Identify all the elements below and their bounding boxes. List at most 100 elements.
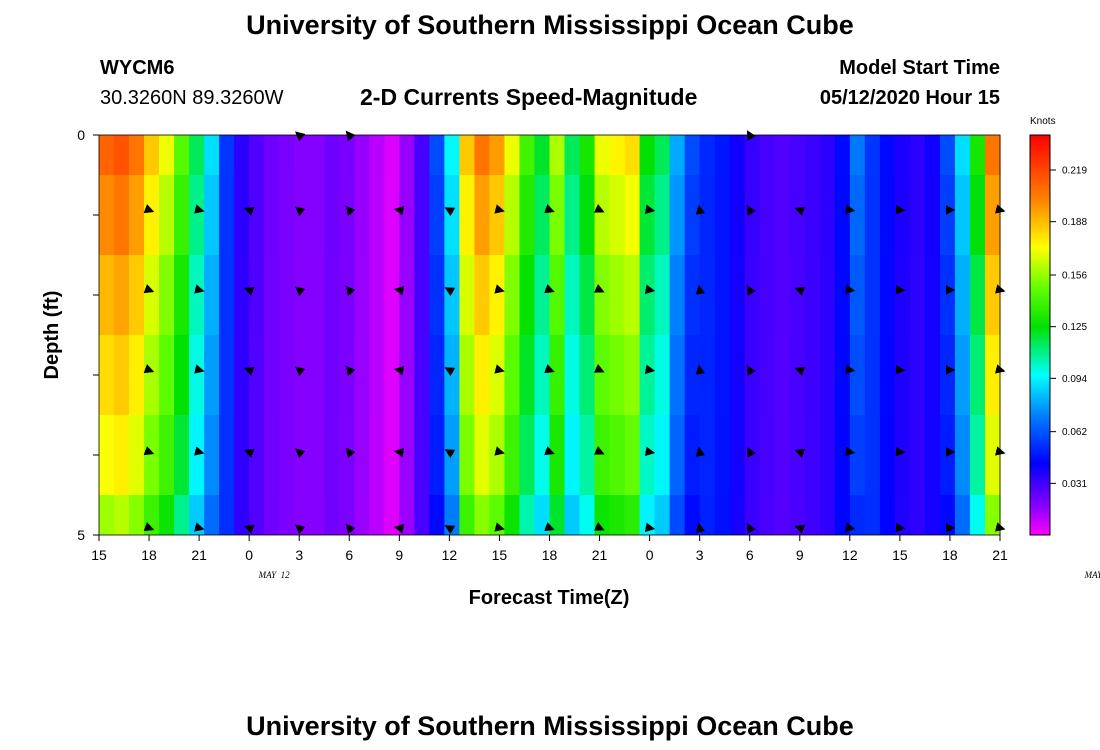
heat-cell <box>294 255 310 335</box>
heat-cell <box>384 335 400 415</box>
heat-cell <box>834 415 851 495</box>
heat-cell <box>309 495 325 535</box>
x-tick-label: 18 <box>942 547 958 563</box>
heat-cell <box>324 175 340 255</box>
heat-cell <box>639 175 656 255</box>
heat-cell <box>804 175 821 255</box>
heat-cell <box>954 175 971 255</box>
current-arrow <box>593 521 605 531</box>
heat-cell <box>879 415 896 495</box>
heat-cell <box>669 255 686 335</box>
heat-cell <box>924 255 941 335</box>
heat-cell <box>219 495 235 535</box>
heat-cell <box>474 175 491 255</box>
heat-cell <box>879 175 896 255</box>
current-arrow <box>143 204 155 214</box>
heat-cell <box>534 135 551 175</box>
heat-cell <box>864 255 881 335</box>
heat-cell <box>789 335 806 415</box>
heat-cell <box>714 495 731 535</box>
heat-cell <box>384 495 400 535</box>
heat-cell <box>294 495 310 535</box>
heat-cell <box>129 415 145 495</box>
current-arrow <box>444 367 456 377</box>
heat-cell <box>309 135 325 175</box>
heat-cell <box>144 335 160 415</box>
heat-cell <box>429 135 445 175</box>
heat-cell <box>489 335 506 415</box>
heat-cell <box>159 335 175 415</box>
heat-cell <box>99 335 115 415</box>
heat-cell <box>804 135 821 175</box>
heat-cell <box>204 335 220 415</box>
heat-cell <box>489 255 506 335</box>
heat-cell <box>909 495 926 535</box>
heat-cell <box>159 175 175 255</box>
heat-cell <box>939 135 956 175</box>
current-arrow <box>143 364 155 374</box>
current-arrow <box>143 522 155 532</box>
current-arrow <box>644 364 656 375</box>
heat-cell <box>564 175 581 255</box>
heat-cell <box>939 415 956 495</box>
heat-cell <box>984 495 1001 535</box>
heat-cell <box>894 255 911 335</box>
heat-cell <box>369 135 385 175</box>
model-start-value: 05/12/2020 Hour 15 <box>819 87 1000 109</box>
colorbar-tick-label: 0.156 <box>1062 271 1087 282</box>
heat-cell <box>729 135 746 175</box>
heat-cell <box>264 335 280 415</box>
heat-cell <box>489 415 506 495</box>
heat-cell <box>594 415 611 495</box>
heat-cell <box>279 255 295 335</box>
current-arrow <box>845 204 856 215</box>
heat-cell <box>549 335 566 415</box>
heat-cell <box>234 495 250 535</box>
heat-cell <box>129 255 145 335</box>
heat-cell <box>459 255 476 335</box>
current-arrow <box>243 524 255 534</box>
colorbar-gradient <box>1029 134 1051 536</box>
heat-cell <box>924 135 941 175</box>
heat-cell <box>234 255 250 335</box>
heat-cell <box>159 495 175 535</box>
x-tick-label: 15 <box>91 547 107 563</box>
heat-cell <box>519 135 536 175</box>
current-arrow <box>294 524 306 535</box>
heat-cell <box>594 335 611 415</box>
heat-cell <box>594 255 611 335</box>
heat-cell <box>759 175 776 255</box>
current-arrow <box>544 446 555 456</box>
heat-cell <box>849 415 866 495</box>
current-arrow <box>143 284 155 294</box>
current-arrow <box>243 286 255 296</box>
heat-cell <box>219 135 235 175</box>
heat-cell <box>144 255 160 335</box>
heat-cell <box>789 135 806 175</box>
heat-cell <box>339 495 355 535</box>
heat-cell <box>804 495 821 535</box>
current-arrow <box>444 287 456 297</box>
heat-cell <box>924 415 941 495</box>
heat-cell <box>984 255 1001 335</box>
current-arrow <box>444 449 456 459</box>
x-tick-label: 0 <box>646 547 654 563</box>
heat-cell <box>969 255 986 335</box>
heat-cell <box>909 255 926 335</box>
heat-cell <box>774 495 791 535</box>
heat-cell <box>174 135 190 175</box>
heat-cell <box>939 175 956 255</box>
current-arrow <box>845 284 856 295</box>
heat-cell <box>879 135 896 175</box>
heat-cell <box>339 415 355 495</box>
current-arrow <box>494 284 505 294</box>
heat-cell <box>564 335 581 415</box>
heat-cell <box>834 255 851 335</box>
current-arrow <box>194 522 205 532</box>
heat-cell <box>264 175 280 255</box>
heat-cell <box>369 335 385 415</box>
heat-cell <box>744 175 761 255</box>
heat-cell <box>759 415 776 495</box>
current-arrow <box>243 448 255 458</box>
heat-cell <box>864 135 881 175</box>
